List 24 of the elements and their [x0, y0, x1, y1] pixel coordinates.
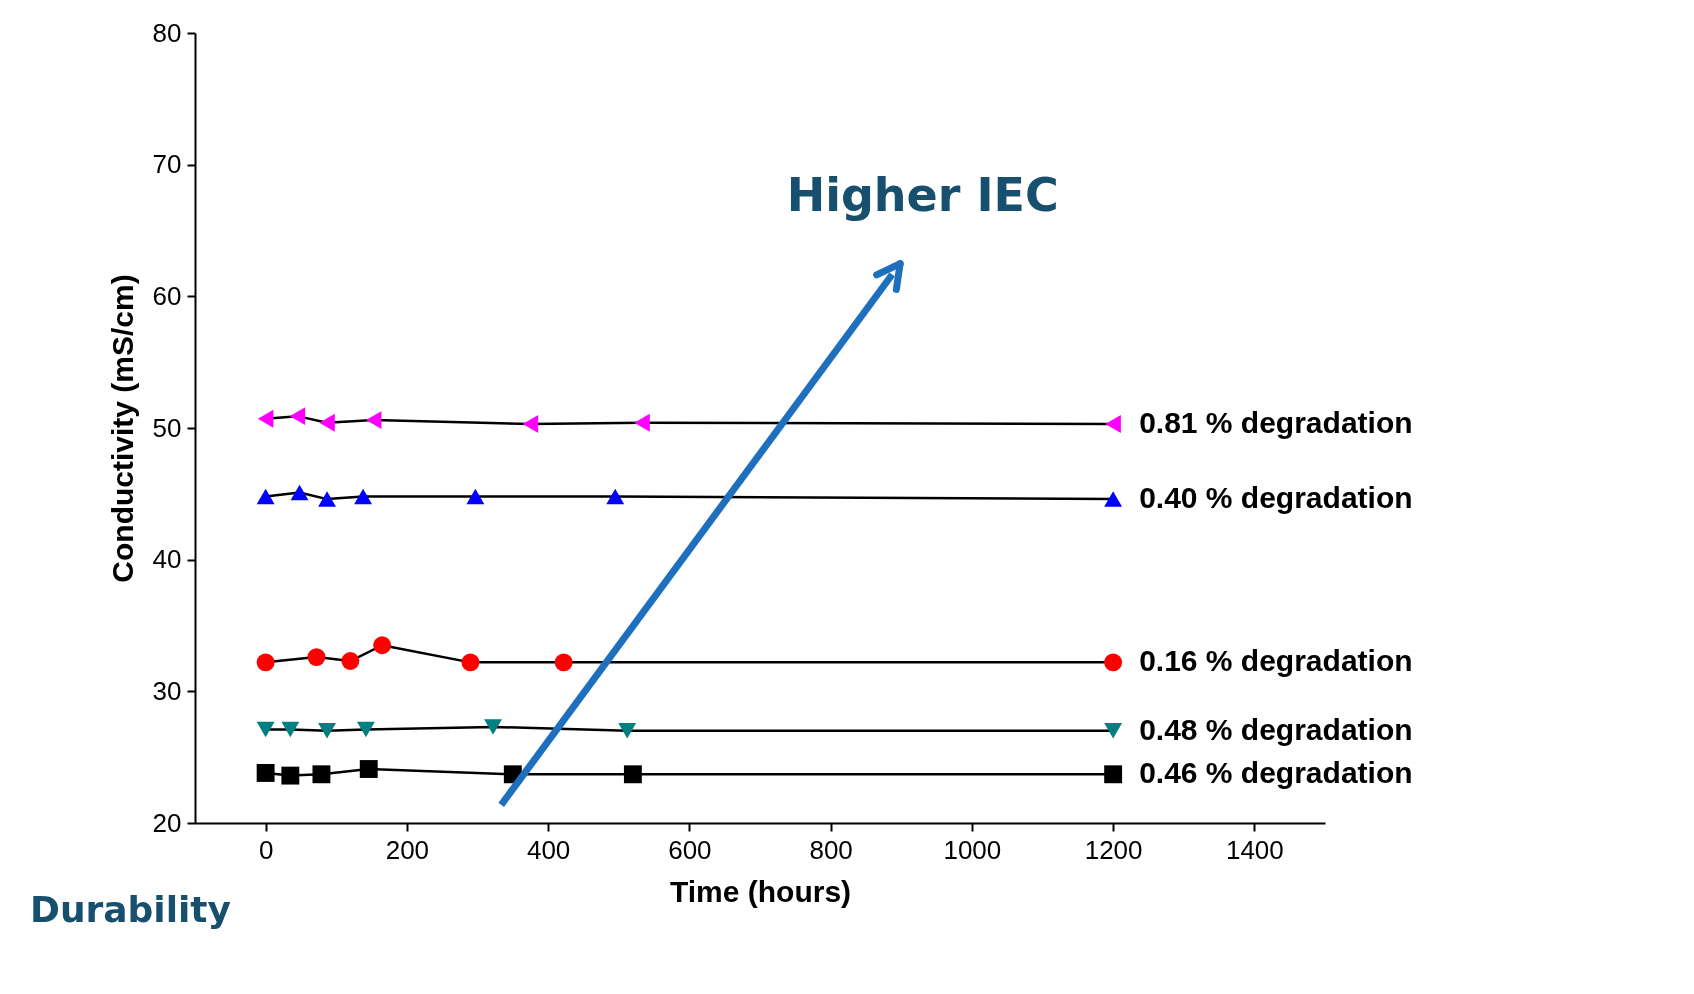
y-axis-title: Conductivity (mS/cm) [105, 274, 139, 583]
series-label: 0.16 % degradation [1139, 644, 1413, 678]
y-tick-label: 60 [152, 280, 182, 311]
x-axis-title: Time (hours) [669, 874, 852, 908]
series-label: 0.81 % degradation [1139, 406, 1413, 440]
y-tick-label: 70 [152, 149, 182, 180]
y-tick-label: 20 [152, 807, 182, 838]
x-tick-label: 1200 [1084, 834, 1143, 865]
annotation: Higher IEC [786, 168, 1059, 223]
x-tick-label: 600 [668, 834, 712, 865]
text: Durability [30, 889, 232, 930]
series-label: 0.40 % degradation [1139, 481, 1413, 515]
y-tick-label: 40 [152, 544, 182, 575]
x-tick-label: 200 [385, 834, 430, 865]
series-label: 0.48 % degradation [1139, 712, 1413, 746]
y-tick-label: 30 [152, 675, 182, 706]
x-tick-label: 400 [526, 834, 571, 865]
series-label: 0.46 % degradation [1139, 756, 1413, 790]
y-tick-label: 50 [152, 412, 182, 443]
x-tick-label: 0 [258, 834, 274, 865]
x-tick-label: 1400 [1225, 834, 1284, 865]
y-tick-label: 80 [152, 17, 182, 48]
x-tick-label: 1000 [943, 834, 1002, 865]
x-tick-label: 800 [809, 834, 853, 865]
